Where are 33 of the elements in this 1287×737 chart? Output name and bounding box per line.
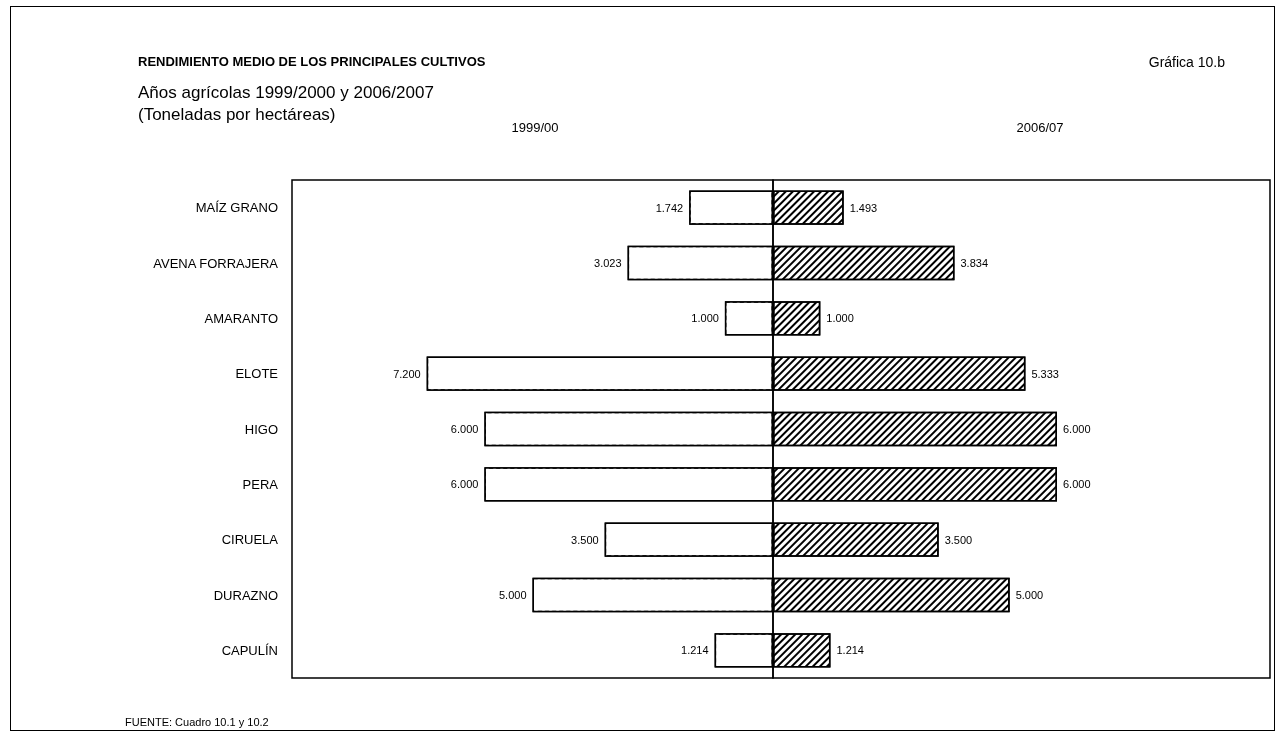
y-tick-label: DURAZNO — [213, 587, 278, 603]
data-label: 3.500 — [571, 533, 599, 546]
y-tick-label: ELOTE — [235, 366, 279, 382]
data-label: 7.200 — [393, 367, 421, 380]
data-label: 3.023 — [594, 257, 622, 269]
text: 1999/00 — [511, 120, 559, 135]
data-label: 3.500 — [944, 533, 973, 546]
data-label: 1.000 — [826, 312, 854, 325]
text: 2006/07 — [1016, 120, 1064, 135]
source-note: FUENTE: Cuadro 10.1 y 10.2 — [125, 715, 269, 728]
data-label: 1.214 — [681, 644, 709, 657]
data-label: 6.000 — [450, 423, 479, 435]
data-label: 1.000 — [691, 312, 719, 325]
text: Gráfica 10.b — [1148, 54, 1226, 70]
data-label: 6.000 — [1063, 478, 1091, 491]
y-tick-label: AVENA FORRAJERA — [153, 255, 279, 271]
y-tick-label: AMARANTO — [204, 310, 278, 326]
y-tick-label: PERA — [242, 476, 279, 492]
y-tick-label: CIRUELA — [221, 532, 279, 548]
y-tick-label: MAÍZ GRANO — [195, 200, 278, 216]
data-label: 6.000 — [1063, 423, 1091, 435]
data-label: 5.000 — [1015, 589, 1044, 601]
data-label: 5.333 — [1031, 367, 1059, 380]
y-tick-label: CAPULÍN — [221, 642, 278, 658]
data-label: 5.000 — [498, 589, 527, 601]
chart-title: RENDIMIENTO MEDIO DE LOS PRINCIPALES CULTIVOS — [138, 54, 486, 69]
chart-subtitle: Años agrícolas 1999/2000 y 2006/2007 (Toneladas por hectáreas) — [138, 82, 434, 124]
data-label: 1.742 — [655, 201, 684, 214]
data-label: 1.493 — [849, 201, 878, 214]
data-label: 6.000 — [450, 478, 479, 491]
y-tick-label: HIGO — [244, 421, 278, 437]
data-label: 1.214 — [836, 644, 864, 657]
data-label: 3.834 — [960, 257, 989, 269]
